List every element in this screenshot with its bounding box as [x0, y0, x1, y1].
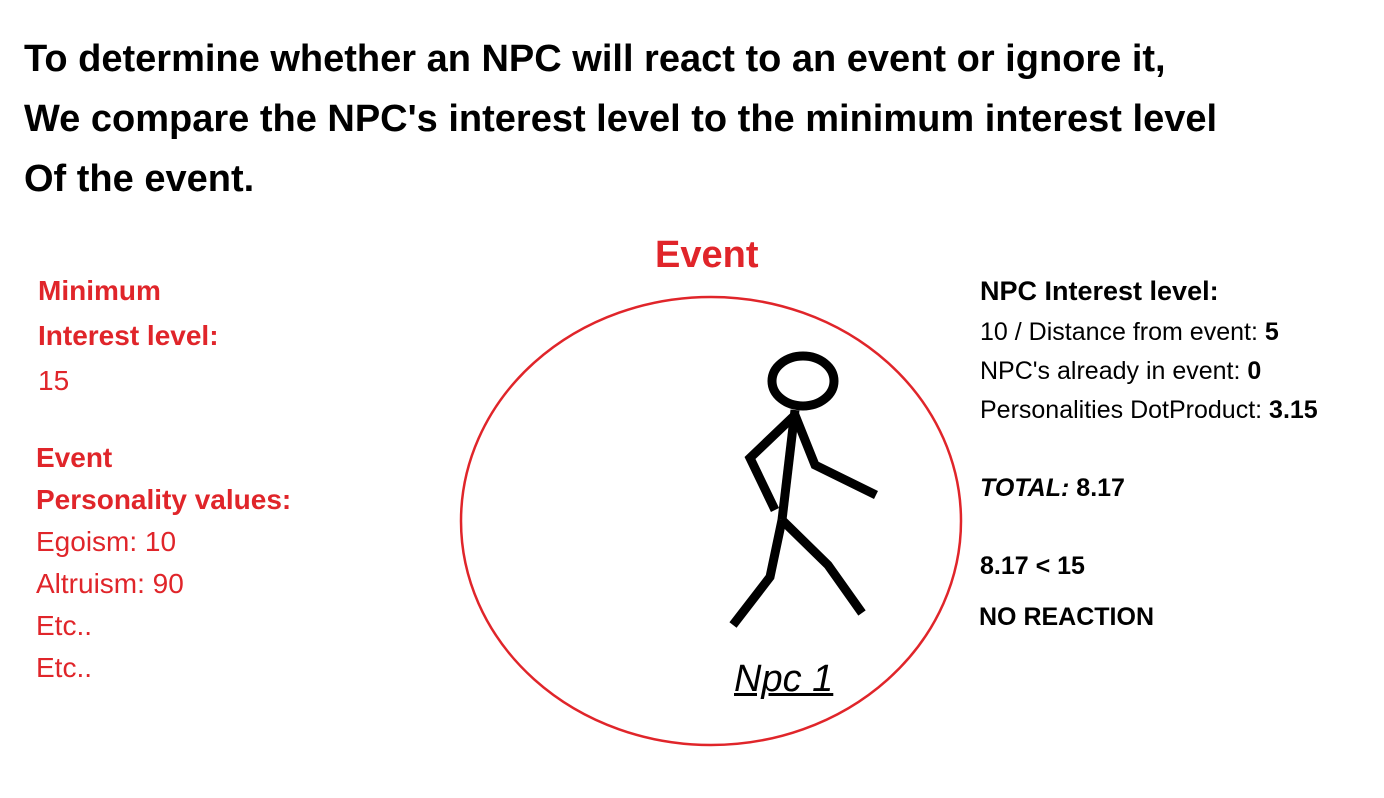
total: TOTAL: 8.17: [980, 476, 1125, 501]
row: 10 / Distance from event: 5: [980, 320, 1279, 345]
row-value: 3.15: [1269, 396, 1318, 424]
item: Etc..: [36, 610, 93, 641]
title-line: To determine whether an NPC will react t…: [24, 38, 1166, 80]
title-line: We compare the NPC's interest level to t…: [24, 98, 1218, 140]
heading: Interest level:: [38, 320, 219, 351]
event-label: Event: [655, 234, 759, 276]
heading: NPC Interest level:: [980, 276, 1219, 306]
comparison: 8.17 < 15: [980, 552, 1085, 580]
title-line: Of the event.: [24, 158, 255, 200]
row: Personalities DotProduct: 3.15: [980, 398, 1318, 423]
row: NPC's already in event: 0: [980, 359, 1261, 384]
row-value: 0: [1247, 357, 1262, 385]
item: Egoism: 10: [36, 526, 177, 557]
heading: Event: [36, 442, 113, 473]
heading: Personality values:: [36, 484, 292, 515]
row-value: 5: [1264, 318, 1279, 346]
item: Altruism: 90: [36, 568, 184, 599]
total-label: TOTAL:: [980, 474, 1070, 502]
stick-figure: [729, 351, 878, 628]
heading: Minimum: [38, 275, 161, 306]
result: NO REACTION: [979, 603, 1154, 631]
row-label: Personalities DotProduct:: [980, 396, 1263, 424]
row-label: 10 / Distance from event:: [980, 318, 1258, 346]
row-label: NPC's already in event:: [980, 357, 1241, 385]
npc-label: Npc 1: [734, 658, 834, 700]
total-value: 8.17: [1076, 474, 1125, 502]
value: 15: [38, 365, 70, 396]
event-circle: [459, 295, 963, 747]
item: Etc..: [36, 652, 93, 683]
